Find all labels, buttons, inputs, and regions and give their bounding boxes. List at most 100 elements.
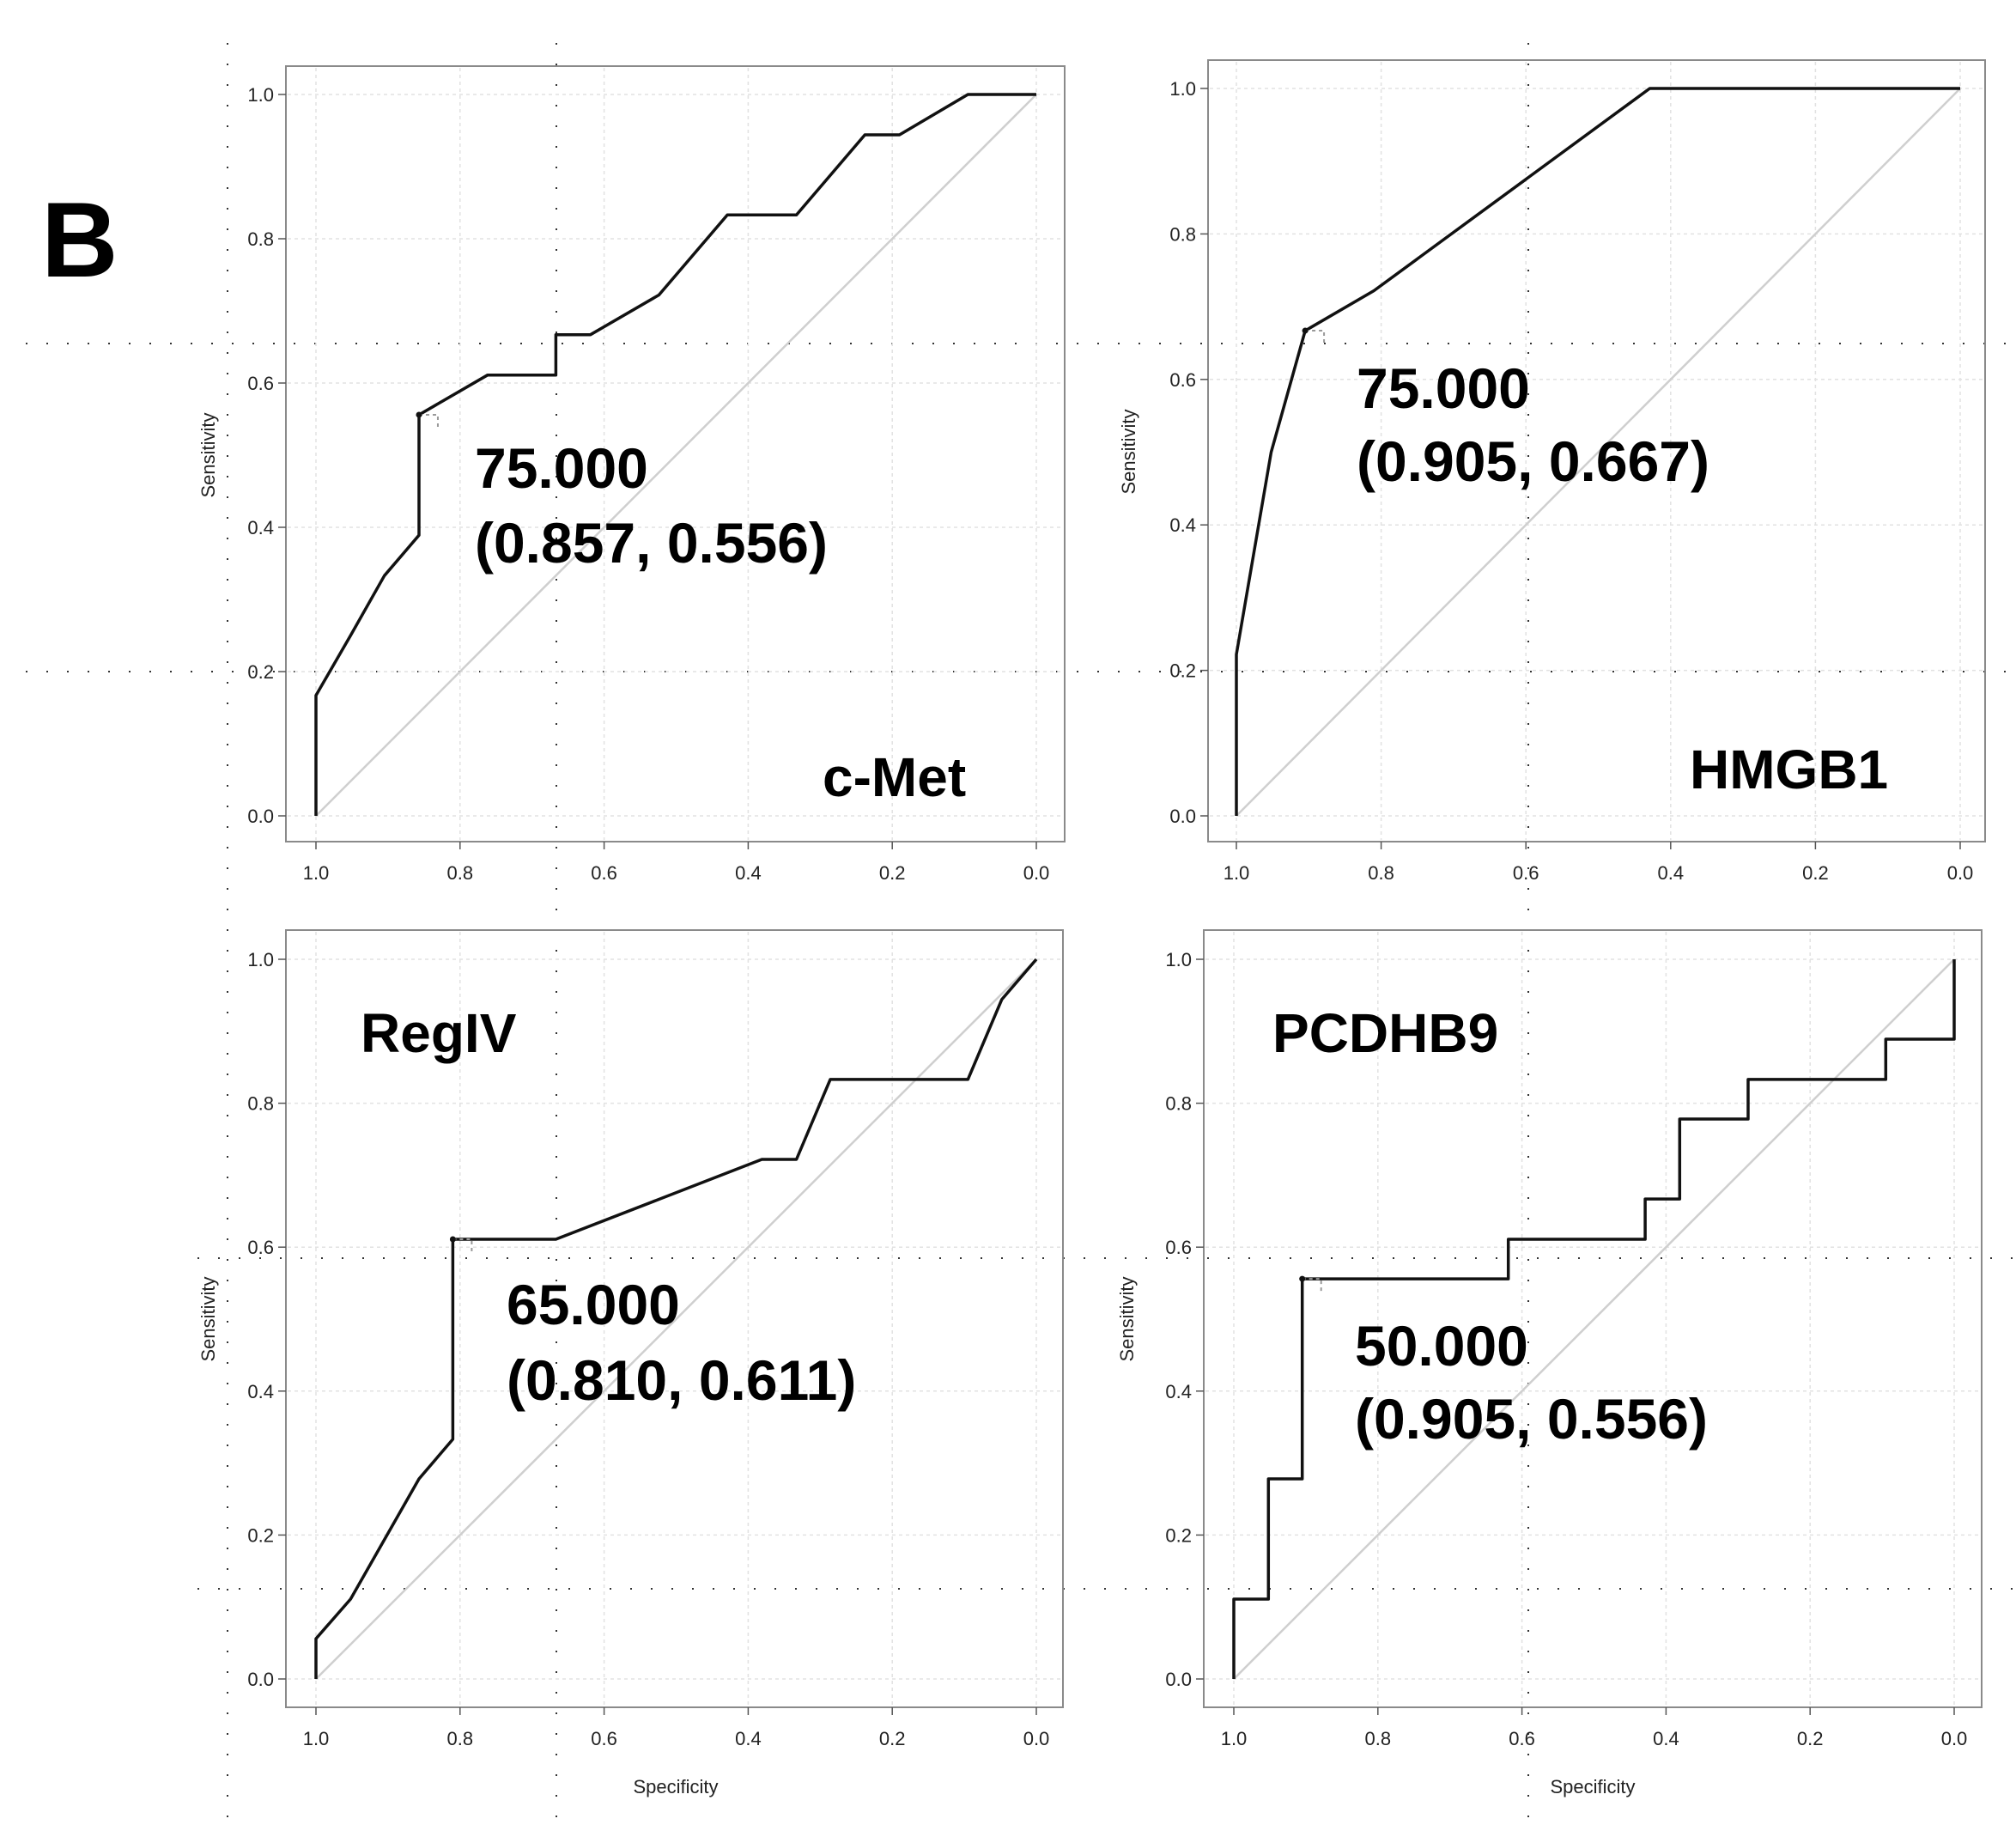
x-tick-label: 1.0 [1221, 1728, 1248, 1749]
x-tick-label: 0.6 [591, 862, 617, 884]
cutoff-coordinates: (0.905, 0.667) [1357, 429, 1709, 493]
x-tick-label: 0.4 [1658, 862, 1685, 884]
roc-panel-hmgb1: 1.0 0.8 0.6 0.4 0.2 0.0 0.0 0.2 0.4 0.6 0.8 1.0 Se… [1118, 59, 1986, 884]
x-axis-ticks: 1.0 0.8 0.6 0.4 0.2 0.0 [1221, 1707, 1968, 1749]
y-tick-label: 1.0 [1169, 78, 1196, 100]
x-tick-label: 0.0 [1023, 862, 1050, 884]
grid-lines [1205, 932, 1980, 1706]
y-tick-label: 0.6 [1169, 369, 1196, 391]
x-tick-label: 0.0 [1023, 1728, 1050, 1749]
marker-label: HMGB1 [1690, 739, 1888, 800]
y-tick-label: 0.8 [1169, 223, 1196, 245]
x-tick-label: 0.8 [447, 1728, 474, 1749]
x-axis-title: Specificity [1550, 1776, 1635, 1797]
grid-lines [288, 68, 1063, 840]
roc-curve [314, 958, 1038, 1679]
roc-panel-cmet: 1.0 0.8 0.6 0.4 0.2 0.0 0.0 0.2 0.4 0.6 0.8 1.0 Se… [197, 65, 1066, 884]
y-tick-label: 1.0 [247, 84, 274, 106]
x-tick-label: 1.0 [303, 1728, 330, 1749]
x-tick-label: 0.8 [447, 862, 474, 884]
y-tick-label: 0.8 [247, 1093, 274, 1115]
plot-frame [1207, 59, 1986, 842]
y-axis-ticks: 0.0 0.2 0.4 0.6 0.8 1.0 [1165, 949, 1204, 1690]
cutoff-guide [1302, 1278, 1322, 1295]
y-tick-label: 0.8 [1165, 1093, 1192, 1115]
cutoff-point [416, 411, 422, 418]
x-axis-ticks: 1.0 0.8 0.6 0.4 0.2 0.0 [1224, 842, 1974, 884]
cutoff-threshold: 50.000 [1355, 1314, 1528, 1378]
cutoff-point [449, 1236, 456, 1243]
y-tick-label: 0.0 [1165, 1669, 1192, 1690]
cutoff-threshold: 75.000 [1357, 356, 1530, 420]
y-tick-label: 0.6 [1165, 1237, 1192, 1258]
cutoff-guide [452, 1238, 473, 1255]
x-axis-title: Specificity [633, 1776, 718, 1797]
y-tick-label: 0.2 [247, 1524, 274, 1546]
x-tick-label: 1.0 [1224, 862, 1250, 884]
plot-frame [285, 929, 1064, 1708]
x-tick-label: 0.8 [1365, 1728, 1392, 1749]
y-tick-label: 0.0 [1169, 806, 1196, 827]
roc-panel-pcdhb9: 1.0 0.8 0.6 0.4 0.2 0.0 0.0 0.2 0.4 0.6 0.8 1.0 Se… [1116, 929, 1983, 1797]
cutoff-coordinates: (0.905, 0.556) [1355, 1387, 1708, 1451]
y-tick-label: 0.6 [247, 373, 274, 394]
marker-label: PCDHB9 [1272, 1002, 1498, 1064]
cutoff-point [1299, 1275, 1306, 1282]
y-tick-label: 0.0 [247, 806, 274, 827]
y-axis-ticks: 0.0 0.2 0.4 0.6 0.8 1.0 [1169, 78, 1208, 827]
marker-label: c-Met [823, 746, 966, 808]
x-tick-label: 0.2 [879, 1728, 906, 1749]
y-tick-label: 0.2 [1165, 1524, 1192, 1546]
y-tick-label: 1.0 [247, 949, 274, 970]
plot-frame [1203, 929, 1983, 1708]
cutoff-point [1302, 327, 1309, 334]
x-tick-label: 0.4 [735, 862, 762, 884]
x-tick-label: 0.4 [1653, 1728, 1679, 1749]
reference-diagonal [1236, 88, 1961, 817]
cutoff-guide [418, 413, 439, 430]
y-axis-ticks: 0.0 0.2 0.4 0.6 0.8 1.0 [247, 949, 286, 1690]
x-tick-label: 0.6 [1513, 862, 1539, 884]
y-tick-label: 0.4 [247, 517, 274, 538]
x-tick-label: 1.0 [303, 862, 330, 884]
y-tick-label: 1.0 [1165, 949, 1192, 970]
y-axis-title: Sensitivity [1116, 1276, 1138, 1361]
roc-curve [1232, 959, 1956, 1679]
plot-frame [285, 65, 1066, 842]
y-tick-label: 0.2 [1169, 660, 1196, 682]
cutoff-threshold: 65.000 [507, 1273, 680, 1336]
x-tick-label: 0.8 [1368, 862, 1394, 884]
y-axis-ticks: 0.0 0.2 0.4 0.6 0.8 1.0 [247, 84, 286, 827]
y-axis-title: Sensitivity [1118, 409, 1139, 494]
y-tick-label: 0.4 [1169, 514, 1196, 536]
y-tick-label: 0.8 [247, 228, 274, 250]
marker-label: RegIV [361, 1002, 517, 1064]
grid-lines [288, 932, 1061, 1706]
x-tick-label: 0.0 [1947, 862, 1974, 884]
x-tick-label: 0.2 [879, 862, 906, 884]
cutoff-guide [1305, 330, 1326, 347]
y-tick-label: 0.0 [247, 1669, 274, 1690]
x-tick-label: 0.0 [1941, 1728, 1968, 1749]
y-axis-title: Sensitivity [197, 1276, 219, 1361]
roc-curve [314, 93, 1036, 816]
y-tick-label: 0.4 [247, 1381, 274, 1402]
y-tick-label: 0.4 [1165, 1381, 1192, 1402]
y-axis-title: Sensitivity [197, 412, 219, 497]
reference-diagonal [315, 94, 1037, 817]
x-tick-label: 0.4 [735, 1728, 762, 1749]
cutoff-coordinates: (0.810, 0.611) [507, 1348, 856, 1412]
y-tick-label: 0.2 [247, 661, 274, 683]
x-tick-label: 0.2 [1797, 1728, 1824, 1749]
roc-panel-regiv: 1.0 0.8 0.6 0.4 0.2 0.0 0.0 0.2 0.4 0.6 0.8 1.0 Se… [197, 929, 1064, 1797]
x-tick-label: 0.2 [1802, 862, 1829, 884]
x-tick-label: 0.6 [591, 1728, 617, 1749]
x-axis-ticks: 1.0 0.8 0.6 0.4 0.2 0.0 [303, 842, 1050, 884]
panel-label: B [41, 181, 118, 300]
cutoff-threshold: 75.000 [475, 436, 648, 500]
cutoff-coordinates: (0.857, 0.556) [475, 511, 828, 575]
x-axis-ticks: 1.0 0.8 0.6 0.4 0.2 0.0 [303, 1707, 1050, 1749]
